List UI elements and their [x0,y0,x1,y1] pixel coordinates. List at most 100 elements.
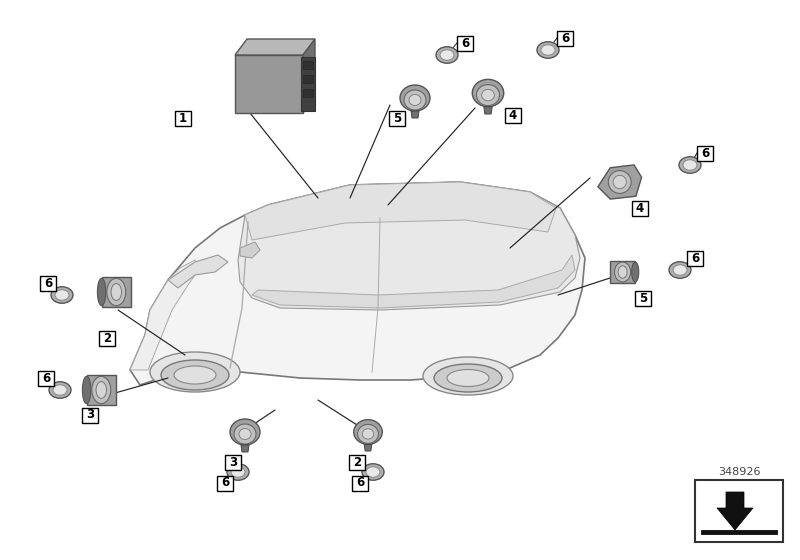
Ellipse shape [404,90,426,110]
Ellipse shape [161,360,229,390]
Ellipse shape [436,46,458,63]
Bar [303,89,313,97]
Bar [695,480,783,542]
Bar [632,200,648,216]
Ellipse shape [614,262,630,282]
Ellipse shape [537,42,559,58]
Bar [225,455,241,469]
Text: 5: 5 [393,111,401,124]
Ellipse shape [362,428,374,439]
Ellipse shape [231,466,245,477]
Ellipse shape [51,287,73,304]
Ellipse shape [92,376,110,404]
Bar [349,455,365,469]
Ellipse shape [53,385,67,395]
Ellipse shape [49,382,71,398]
Bar [86,375,116,405]
Text: 6: 6 [461,36,469,49]
Ellipse shape [111,283,122,300]
Ellipse shape [673,265,687,276]
Ellipse shape [613,175,626,189]
Ellipse shape [358,424,378,444]
Bar [352,475,368,491]
Text: 6: 6 [356,477,364,489]
Ellipse shape [174,366,216,384]
Bar [99,330,115,346]
Polygon shape [717,492,753,530]
Ellipse shape [477,85,499,106]
Ellipse shape [227,464,249,480]
Ellipse shape [409,95,421,105]
Bar [235,55,303,113]
Ellipse shape [472,80,504,106]
Ellipse shape [354,419,382,444]
Ellipse shape [669,262,691,278]
Ellipse shape [107,278,126,306]
Ellipse shape [55,290,69,300]
Bar [301,57,315,111]
Bar [610,261,635,283]
Polygon shape [241,445,249,452]
Ellipse shape [150,352,240,392]
Bar [40,276,56,291]
Ellipse shape [618,265,627,278]
Text: 3: 3 [86,408,94,422]
Bar [82,408,98,422]
Ellipse shape [541,45,555,55]
Bar [303,75,313,83]
Text: 6: 6 [42,371,50,385]
Text: 3: 3 [229,455,237,469]
Ellipse shape [434,364,502,392]
Bar [303,61,313,69]
Polygon shape [130,260,200,370]
Ellipse shape [632,262,639,282]
Bar [102,277,131,307]
Text: 2: 2 [353,455,361,469]
Polygon shape [252,255,575,308]
Text: 5: 5 [639,292,647,305]
Polygon shape [238,182,580,310]
Ellipse shape [608,171,631,193]
Ellipse shape [683,160,697,170]
Polygon shape [598,165,642,199]
Text: 6: 6 [561,31,569,44]
Ellipse shape [423,357,513,395]
Ellipse shape [82,376,91,404]
Polygon shape [245,182,556,240]
Bar [557,30,573,45]
Text: 1: 1 [179,111,187,124]
Ellipse shape [234,424,256,444]
Bar [389,110,405,125]
Polygon shape [240,242,260,258]
Text: 6: 6 [221,477,229,489]
Ellipse shape [98,278,106,306]
Text: 2: 2 [103,332,111,344]
Text: 348926: 348926 [718,467,760,477]
Ellipse shape [362,464,384,480]
Polygon shape [484,106,492,114]
Polygon shape [303,39,315,113]
Bar [217,475,233,491]
Polygon shape [411,111,419,118]
Ellipse shape [239,428,251,440]
Text: 6: 6 [701,147,709,160]
Ellipse shape [447,370,489,386]
Bar [635,291,651,306]
Ellipse shape [230,419,260,445]
Polygon shape [364,444,372,451]
Polygon shape [235,39,315,55]
Text: 6: 6 [44,277,52,290]
Bar [175,110,191,125]
Ellipse shape [96,381,106,398]
Polygon shape [168,255,228,288]
Bar [505,108,521,123]
Text: 4: 4 [509,109,517,122]
Bar [697,146,713,161]
Bar [687,250,703,265]
Ellipse shape [440,50,454,60]
Text: 4: 4 [636,202,644,214]
Text: 6: 6 [691,251,699,264]
Bar [457,35,473,50]
Ellipse shape [366,466,380,477]
Ellipse shape [679,157,701,173]
